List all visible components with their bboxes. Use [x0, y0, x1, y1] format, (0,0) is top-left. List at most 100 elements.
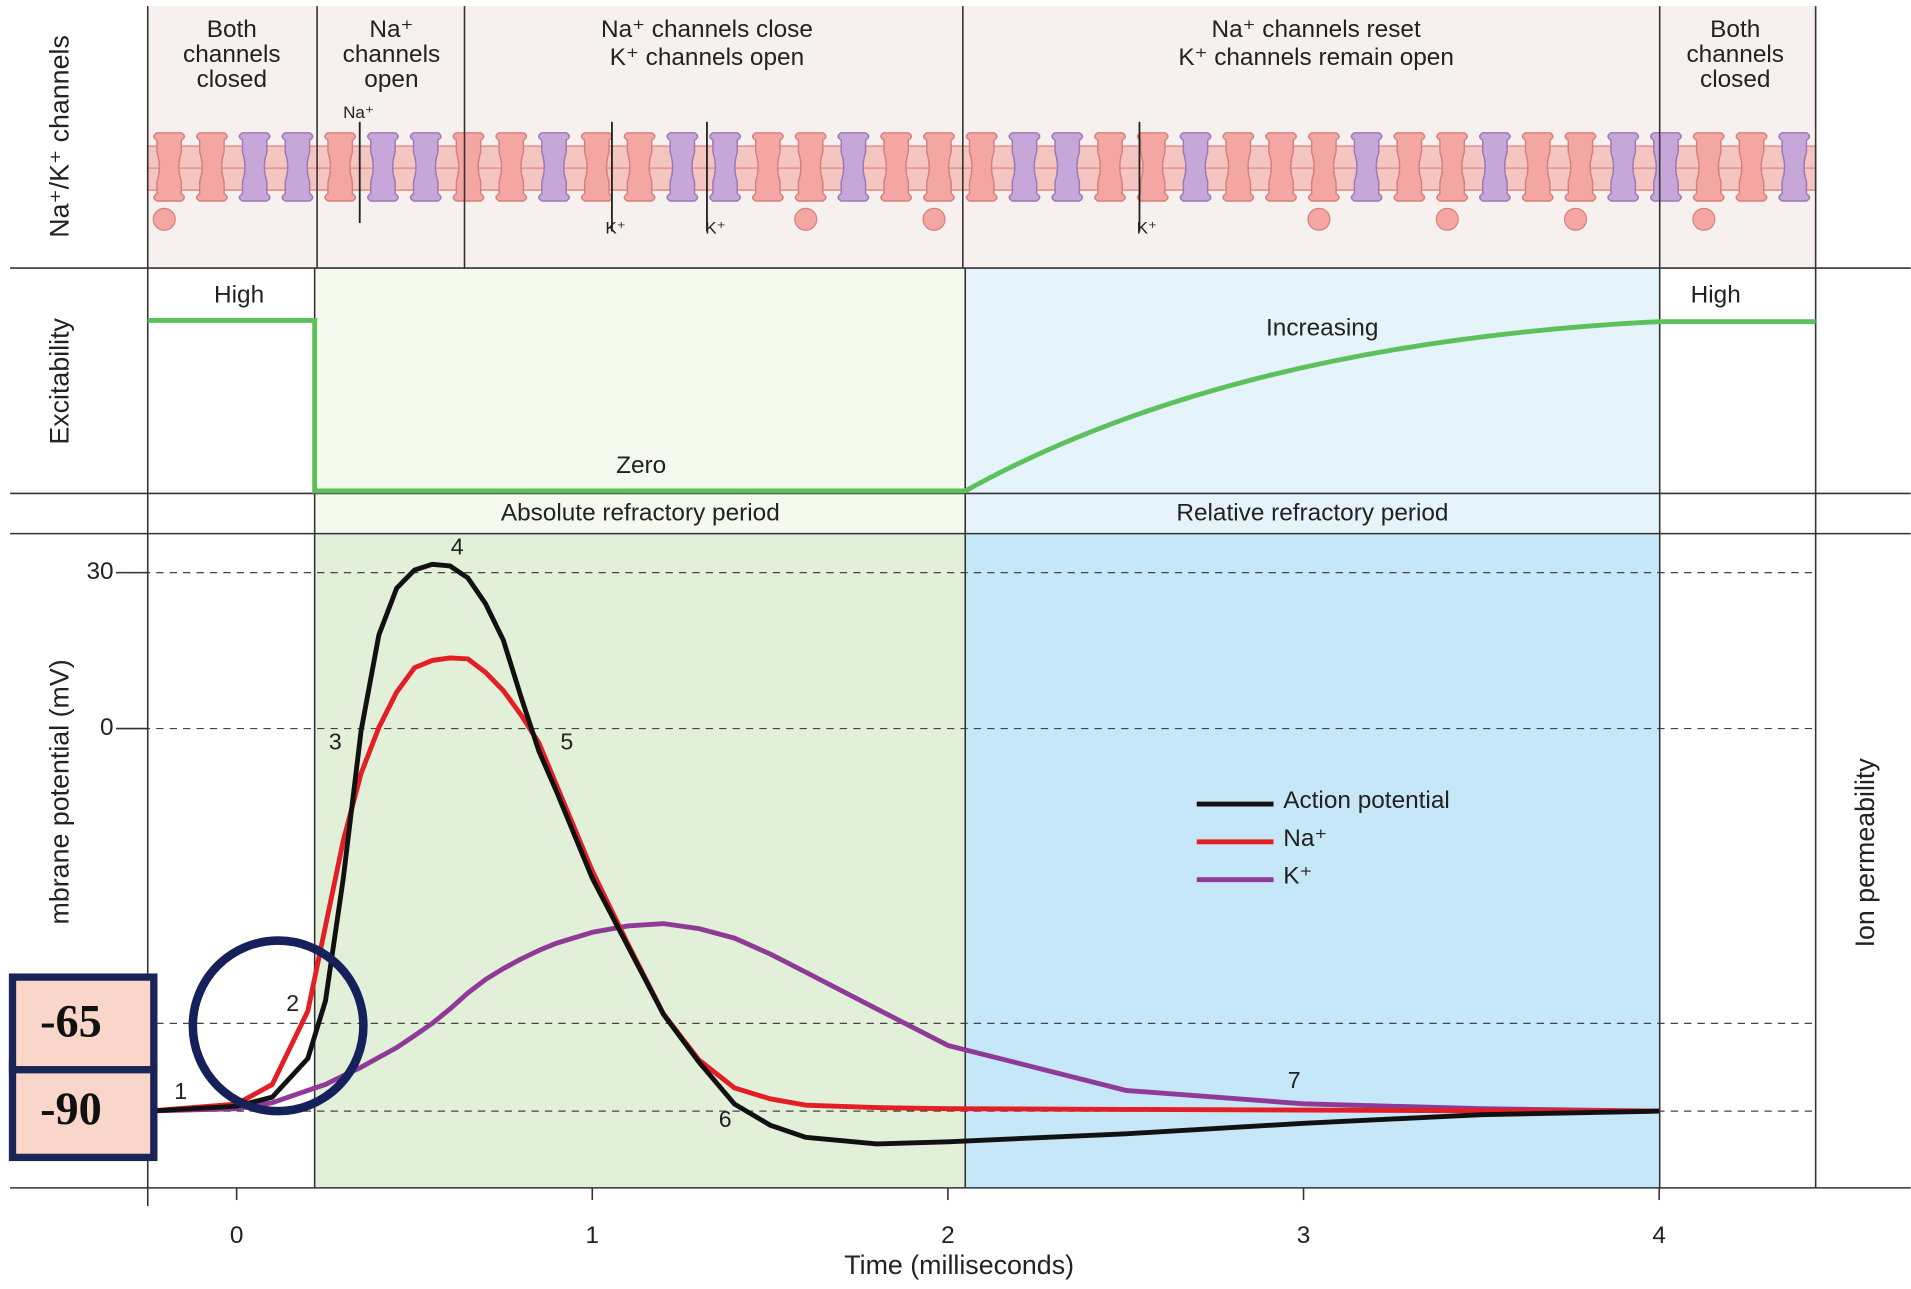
channel-protein [1051, 132, 1084, 202]
ion-label: K⁺ [605, 219, 625, 238]
channel-protein [538, 132, 570, 202]
channel-gate [922, 207, 946, 231]
y-tick-label: -65 [40, 996, 102, 1047]
excitability-label: High [214, 281, 264, 308]
column-header: Na⁺ channels close [601, 16, 813, 43]
excitability-label: Zero [616, 452, 666, 479]
excitability-curve [147, 317, 1816, 494]
column-header: open [364, 66, 418, 93]
column-header: Na⁺ [369, 16, 413, 43]
channel-gate [1563, 207, 1588, 231]
legend-label: K⁺ [1283, 863, 1312, 890]
channel-protein [1008, 132, 1041, 202]
channel-protein [1692, 132, 1725, 202]
tick-box [8, 973, 158, 1074]
tick-box [8, 1061, 158, 1162]
channel-protein [1136, 132, 1169, 202]
y-tick-label: -90 [40, 1084, 102, 1135]
channel-protein [1778, 132, 1811, 202]
period-band [965, 533, 1660, 1188]
channel-protein [1393, 132, 1426, 202]
legend-label: Na⁺ [1283, 825, 1327, 852]
phase-label: 3 [329, 728, 342, 754]
panel-label: Na⁺/K⁺ channels [44, 35, 74, 238]
channel-protein [623, 132, 656, 202]
channel-protein [1436, 132, 1469, 202]
channel-gate [1307, 207, 1331, 231]
channel-protein [367, 132, 399, 202]
labels: Action potential Na⁺ K⁺ 1 2 3 4 5 6 7 [174, 533, 1450, 1132]
channel-protein [1307, 132, 1340, 202]
column-header: closed [1700, 66, 1770, 93]
channel-protein [965, 132, 998, 202]
relative-band [965, 268, 1660, 534]
column-header: K⁺ channels open [610, 44, 804, 71]
y-tick-label: 30 [87, 558, 114, 585]
channel-protein [1521, 132, 1554, 202]
column-header: closed [197, 66, 267, 93]
channel-protein [1564, 132, 1597, 202]
periods: Absolute refractory period Relative refra… [314, 500, 1660, 1188]
column-header: Both [207, 16, 257, 43]
x-axis-label: Time (milliseconds) [844, 1250, 1074, 1280]
channel-protein [238, 132, 271, 202]
ion-label: K⁺ [705, 219, 725, 238]
phase-label: 7 [1288, 1067, 1301, 1093]
ion-label: K⁺ [1137, 219, 1157, 238]
x-tick-label: 0 [230, 1222, 244, 1249]
channel-protein [922, 132, 955, 202]
channel-protein [1607, 132, 1640, 202]
channel-protein [409, 132, 442, 202]
channel-gate [1435, 207, 1459, 231]
phase-label: 6 [719, 1106, 732, 1132]
ion-label: Na⁺ [343, 103, 374, 122]
y2-axis-label: Ion permeability [1850, 758, 1880, 948]
channel-protein [837, 132, 870, 202]
y-axis-label: mbrane potential (mV) [44, 659, 74, 924]
channel-protein [580, 132, 613, 202]
column-header: Na⁺ channels reset [1212, 16, 1421, 43]
channel-gate [1692, 207, 1716, 231]
phase-label: 1 [174, 1078, 187, 1104]
channel-protein [880, 132, 913, 202]
channel-protein [1478, 132, 1511, 202]
column-header: K⁺ channels remain open [1178, 44, 1454, 71]
channel-protein [751, 132, 784, 202]
channel-protein [1265, 132, 1298, 202]
legend-label: Action potential [1283, 787, 1450, 814]
period-label: Relative refractory period [1176, 500, 1448, 527]
channel-protein [281, 132, 314, 202]
channel-protein [1350, 132, 1383, 202]
phase-label: 5 [560, 728, 573, 754]
excitability-label: Increasing [1266, 314, 1378, 341]
ticks: -90 -65 0 30 0 1 2 3 4 [8, 558, 1666, 1249]
channel-protein [195, 132, 228, 202]
channel-protein [1179, 132, 1212, 202]
phase-label: 2 [286, 990, 299, 1016]
channel-protein [452, 132, 485, 202]
y-tick-label: 0 [100, 714, 114, 741]
channel-protein [666, 132, 699, 202]
channel-gate [152, 207, 176, 231]
column-header: channels [1686, 41, 1784, 68]
channel-protein [1735, 132, 1768, 202]
period-band [314, 533, 966, 1188]
x-tick-label: 1 [585, 1222, 599, 1249]
channel-protein [153, 132, 186, 202]
x-tick-label: 2 [941, 1222, 955, 1249]
channel-protein [1650, 132, 1682, 202]
channel-protein [495, 132, 528, 202]
channel-protein [1222, 132, 1255, 202]
channel-protein [709, 132, 742, 202]
highlight-circle [188, 936, 368, 1116]
x-tick-label: 3 [1297, 1222, 1311, 1249]
x-tick-label: 4 [1652, 1222, 1666, 1249]
channel-protein [794, 132, 827, 202]
channel-gate [794, 207, 818, 231]
column-header: Both [1710, 16, 1760, 43]
panel-label: Excitability [44, 317, 74, 444]
channel-protein [324, 132, 357, 202]
